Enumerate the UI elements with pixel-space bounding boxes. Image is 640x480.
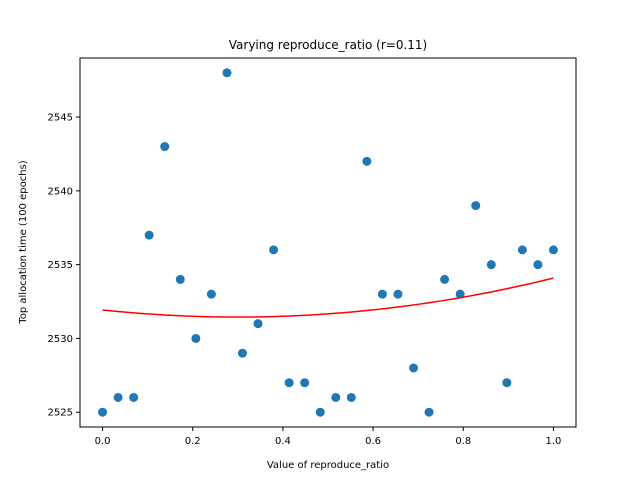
data-point (144, 230, 154, 240)
data-point (346, 392, 356, 402)
y-axis-label: Top allocation time (100 epochs) (18, 160, 29, 324)
y-axis: 2525 2530 2535 2540 2545 (48, 113, 80, 419)
data-point (160, 142, 170, 152)
data-point (206, 289, 216, 299)
data-point (471, 201, 481, 211)
data-point (129, 392, 139, 402)
data-point (393, 289, 403, 299)
y-tick-label: 2535 (48, 260, 73, 271)
data-point (502, 378, 512, 388)
fit-curve (102, 277, 554, 318)
data-point (533, 260, 543, 270)
y-tick-label: 2540 (48, 186, 73, 197)
data-point (331, 392, 341, 402)
data-point (253, 319, 263, 329)
data-point (300, 378, 310, 388)
data-point (362, 156, 372, 166)
data-point (113, 392, 123, 402)
chart-title: Varying reproduce_ratio (r=0.11) (229, 38, 427, 52)
y-tick-label: 2525 (48, 408, 73, 419)
x-axis-label: Value of reproduce_ratio (267, 460, 389, 471)
data-point (269, 245, 279, 255)
data-point (424, 407, 434, 417)
plot-frame (79, 57, 577, 428)
data-point (315, 407, 325, 417)
y-tick-label: 2530 (48, 334, 73, 345)
x-tick-label: 1.0 (546, 436, 562, 447)
data-point (455, 289, 465, 299)
data-point (98, 407, 108, 417)
data-point (237, 348, 247, 358)
plot-area (98, 68, 558, 417)
data-point (517, 245, 527, 255)
data-point (548, 245, 558, 255)
data-point (175, 274, 185, 284)
data-point (409, 363, 419, 373)
data-point (377, 289, 387, 299)
data-point (440, 274, 450, 284)
data-point (284, 378, 294, 388)
x-tick-label: 0.6 (365, 436, 381, 447)
data-point (191, 333, 201, 343)
x-tick-label: 0.4 (275, 436, 291, 447)
x-tick-label: 0.8 (455, 436, 471, 447)
x-axis: 0.0 0.2 0.4 0.6 0.8 1.0 (95, 427, 562, 447)
data-point (222, 68, 232, 78)
data-point (486, 260, 496, 270)
x-tick-label: 0.2 (185, 436, 201, 447)
y-tick-label: 2545 (48, 113, 73, 124)
x-tick-label: 0.0 (95, 436, 111, 447)
